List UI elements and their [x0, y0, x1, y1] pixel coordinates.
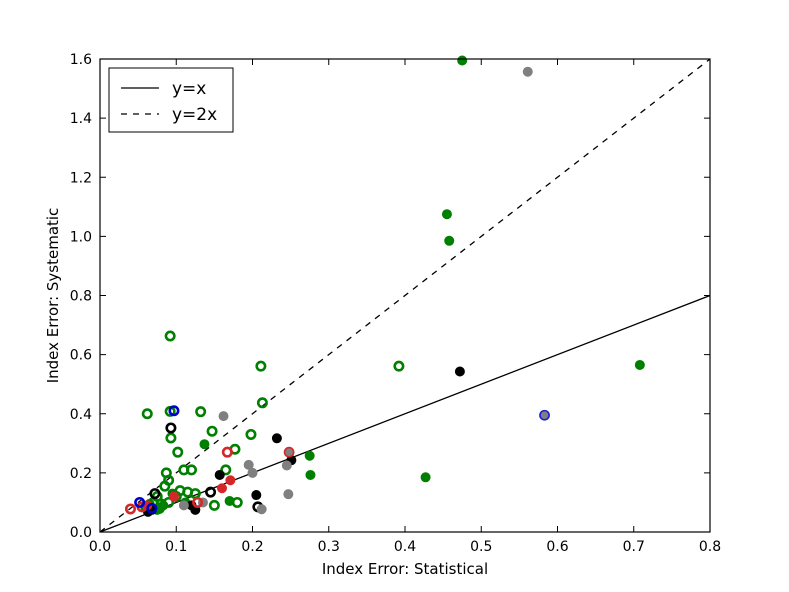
point-green-open-7 — [206, 425, 218, 437]
point-green-filled-1 — [441, 209, 452, 220]
point-green-filled-4 — [304, 450, 315, 461]
point-green-open-6 — [195, 406, 207, 418]
x-tick-label-7: 0.7 — [623, 539, 645, 555]
point-black-filled-3 — [214, 469, 225, 480]
x-tick-label-0: 0.0 — [89, 539, 111, 555]
y-axis-label: Index Error: Systematic — [44, 208, 62, 384]
point-green-open-27 — [231, 496, 243, 508]
x-tick-label-1: 0.1 — [165, 539, 187, 555]
point-red-filled-1 — [216, 483, 227, 494]
point-gray-filled-1 — [218, 411, 229, 422]
point-green-open-14 — [186, 464, 198, 476]
point-green-open-21 — [189, 488, 201, 500]
point-gray-filled-4 — [247, 467, 258, 478]
point-black-filled-0 — [454, 366, 465, 377]
point-red-filled-0 — [225, 475, 236, 486]
point-blue-open-2 — [146, 502, 158, 514]
point-red-edged-gray-0 — [283, 446, 295, 458]
x-axis-label: Index Error: Statistical — [322, 560, 488, 578]
y-tick-label-5: 1.0 — [70, 229, 92, 245]
point-green-open-2 — [393, 360, 405, 372]
legend: y=x y=2x — [108, 67, 234, 133]
point-green-filled-0 — [457, 55, 468, 66]
x-tick-label-4: 0.4 — [394, 539, 416, 555]
y-tick-label-3: 0.6 — [70, 348, 92, 364]
point-gray-filled-5 — [283, 489, 294, 500]
point-gray-filled-3 — [281, 460, 292, 471]
x-tick-label-2: 0.2 — [241, 539, 263, 555]
point-black-filled-4 — [251, 490, 262, 501]
point-green-filled-5 — [305, 469, 316, 480]
y-tick-label-7: 1.4 — [70, 111, 92, 127]
point-green-open-25 — [163, 496, 175, 508]
point-green-open-15 — [220, 464, 232, 476]
point-red-open-3 — [192, 496, 204, 508]
point-red-filled-2 — [168, 491, 179, 502]
point-green-open-3 — [256, 397, 268, 409]
y-tick-label-4: 0.8 — [70, 289, 92, 305]
point-green-open-4 — [141, 408, 153, 420]
point-black-open-1 — [205, 486, 217, 498]
point-red-open-0 — [221, 446, 233, 458]
y-tick-label-6: 1.2 — [70, 170, 92, 186]
point-red-open-1 — [125, 503, 137, 515]
data-points — [125, 55, 645, 517]
plot-area — [100, 59, 710, 532]
point-green-filled-3 — [634, 359, 645, 370]
point-green-filled-7 — [199, 439, 210, 450]
x-tick-label-3: 0.3 — [318, 539, 340, 555]
x-tick-label-8: 0.8 — [699, 539, 721, 555]
point-green-open-26 — [208, 499, 220, 511]
point-green-open-17 — [159, 480, 171, 492]
point-black-open-0 — [165, 422, 177, 434]
point-blue-open-0 — [168, 405, 180, 417]
legend-label-y-equals-x: y=x — [172, 79, 206, 99]
y-tick-label-1: 0.2 — [70, 466, 92, 482]
reference-line-y-equals-2x — [100, 59, 710, 532]
point-green-open-0 — [164, 330, 176, 342]
point-green-filled-6 — [420, 472, 431, 483]
point-blue-edged-gray-0 — [539, 409, 550, 421]
point-green-open-8 — [165, 432, 177, 444]
x-tick-label-5: 0.5 — [470, 539, 492, 555]
point-green-open-9 — [245, 428, 257, 440]
point-gray-filled-2 — [243, 459, 254, 470]
point-gray-filled-7 — [178, 500, 189, 511]
point-black-open-2 — [149, 488, 161, 500]
x-tick-label-6: 0.6 — [546, 539, 568, 555]
point-green-open-1 — [255, 360, 267, 372]
y-tick-label-0: 0.0 — [70, 525, 92, 541]
point-green-open-11 — [172, 446, 184, 458]
legend-label-y-equals-2x: y=2x — [172, 105, 217, 125]
y-tick-label-8: 1.6 — [70, 52, 92, 68]
point-blue-open-1 — [134, 496, 146, 508]
y-tick-label-2: 0.4 — [70, 407, 92, 423]
reference-line-y-equals-x — [100, 294, 710, 532]
legend-box — [108, 67, 234, 133]
axes: 0.0 0.1 0.2 0.3 0.4 0.5 0.6 0.7 0.8 0.0 0.2 0.4 0.6 0… — [70, 52, 721, 555]
point-black-filled-1 — [271, 433, 282, 444]
point-green-filled-2 — [444, 235, 455, 246]
point-gray-filled-0 — [522, 66, 533, 77]
point-gray-filled-6 — [256, 504, 267, 515]
